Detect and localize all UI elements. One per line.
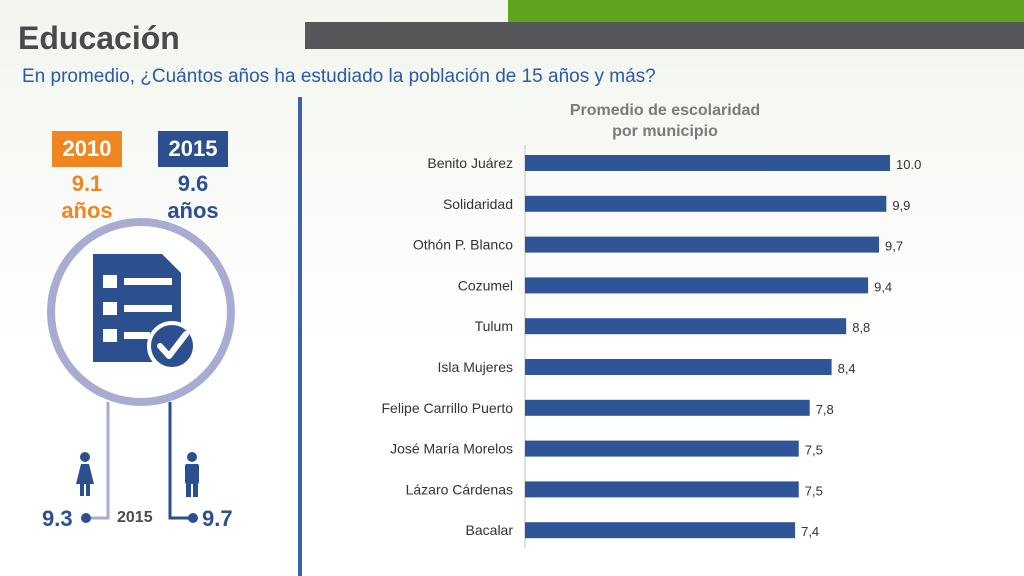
category-label: Benito Juárez [427,155,513,171]
category-label: Othón P. Blanco [413,237,513,253]
data-label: 8,8 [852,320,870,335]
value-2010: 9.1 años [42,170,132,224]
data-label: 7,8 [816,402,834,417]
summary-graphic [47,218,235,523]
data-label: 7,5 [805,483,823,498]
chart-title-line1: Promedio de escolaridad [569,102,761,119]
chart-title: Promedio de escolaridad por municipio [520,100,810,142]
bar-4 [525,318,847,335]
value-2015-number: 9.6 [177,171,209,196]
data-label: 7,4 [801,524,819,539]
bar-2 [525,236,880,253]
data-label: 10.0 [896,157,921,172]
data-label: 8,4 [838,361,856,376]
data-label: 7,5 [805,443,823,458]
value-2015-unit: años [167,198,219,223]
bar-6 [525,399,810,416]
top-gray-band [305,22,1024,49]
men-connector [168,402,192,520]
sex-year-label: 2015 [117,509,153,526]
value-2015: 9.6 años [148,170,238,224]
women-connector [88,402,110,520]
data-label: 9,9 [892,198,910,213]
bar-7 [525,440,799,457]
men-value: 9.7 [202,506,233,531]
value-2010-unit: años [61,198,113,223]
woman-icon [76,452,94,496]
data-label: 9,7 [885,239,903,254]
category-label: Lázaro Cárdenas [406,481,513,497]
year-2010-badge: 2010 [52,131,122,167]
bar-9 [525,522,796,539]
category-label: Felipe Carrillo Puerto [382,400,514,416]
category-label: Solidaridad [443,196,513,212]
category-label: Tulum [475,318,513,334]
bar-0 [525,155,890,171]
man-icon [185,452,199,497]
page-subtitle: En promedio, ¿Cuántos años ha estudiado … [22,66,656,87]
bar-1 [525,195,887,212]
page-title: Educación [18,20,180,56]
bar-5 [525,359,832,375]
category-label: José María Morelos [390,441,513,457]
checklist-document-icon [93,254,197,371]
year-2015-badge: 2015 [158,131,228,167]
chart-title-line2: por municipio [612,123,718,140]
category-label: Bacalar [466,522,514,538]
bar-8 [525,481,799,498]
category-label: Cozumel [458,277,513,293]
women-value: 9.3 [42,506,73,531]
vertical-divider [298,97,302,576]
data-label: 9,4 [874,279,892,294]
top-green-band [508,0,1024,22]
bar-3 [525,277,869,294]
category-label: Isla Mujeres [438,359,513,375]
value-2010-number: 9.1 [71,171,103,196]
